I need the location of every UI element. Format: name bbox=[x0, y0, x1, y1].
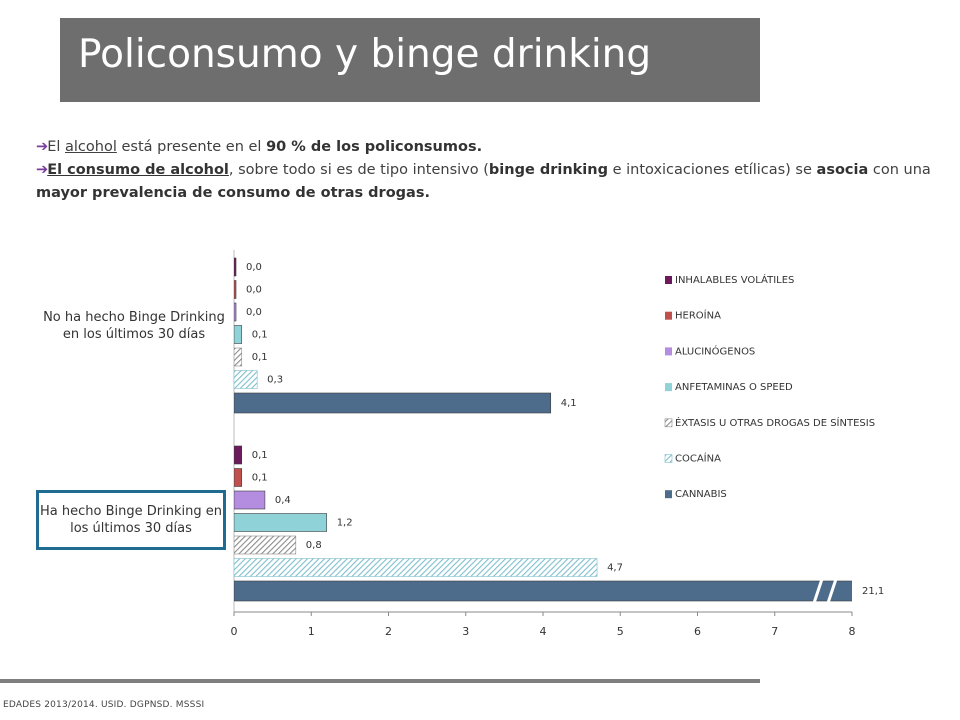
x-tick-label: 5 bbox=[617, 625, 624, 638]
x-tick-label: 8 bbox=[849, 625, 856, 638]
bar bbox=[234, 535, 297, 555]
footer-line bbox=[0, 679, 760, 683]
legend-swatch bbox=[665, 347, 672, 356]
text-run: asocia bbox=[816, 162, 869, 178]
bars bbox=[234, 257, 852, 602]
bullet-icon: ➔ bbox=[36, 139, 54, 155]
bar bbox=[234, 347, 243, 367]
axis-break bbox=[826, 578, 838, 604]
value-label: 0,1 bbox=[252, 352, 268, 363]
text-run: e intoxicaciones etílicas) se bbox=[607, 162, 817, 178]
text-run: , sobre todo si es de tipo intensivo ( bbox=[228, 162, 489, 178]
text-run: El consumo de alcohol bbox=[47, 162, 229, 178]
value-label: 0,0 bbox=[246, 285, 262, 296]
value-label: 0,0 bbox=[246, 262, 262, 273]
legend-label: INHALABLES VOLÁTILES bbox=[675, 273, 794, 286]
text-run: binge drinking bbox=[488, 162, 608, 178]
category-label: No ha hecho Binge Drinking en los último… bbox=[43, 310, 225, 342]
bar bbox=[234, 513, 327, 532]
bullet-icon: ➔ bbox=[36, 162, 54, 178]
legend-swatch bbox=[664, 454, 673, 463]
value-label: 0,8 bbox=[306, 540, 322, 551]
value-label: 4,1 bbox=[561, 398, 577, 409]
legend-swatch bbox=[665, 311, 672, 320]
bar bbox=[234, 280, 237, 299]
text-run: con una bbox=[868, 162, 931, 178]
value-label: 0,3 bbox=[267, 375, 283, 386]
legend-label: COCAÍNA bbox=[675, 452, 721, 465]
legend-swatch bbox=[665, 490, 672, 499]
value-label: 0,1 bbox=[252, 473, 268, 484]
bar bbox=[234, 445, 243, 465]
legend-label: CANNABIS bbox=[675, 489, 727, 500]
legend-label: ALUCINÓGENOS bbox=[675, 344, 755, 357]
value-label: 0,1 bbox=[252, 450, 268, 461]
axis-break bbox=[812, 578, 824, 604]
bar bbox=[234, 392, 552, 414]
title-bar: Policonsumo y binge drinking bbox=[60, 18, 760, 102]
bar bbox=[234, 580, 852, 602]
legend-swatch bbox=[665, 383, 672, 392]
x-tick-label: 4 bbox=[540, 625, 547, 638]
text-run: alcohol bbox=[65, 139, 117, 155]
legend-swatch bbox=[664, 418, 673, 428]
slide-title: Policonsumo y binge drinking bbox=[78, 32, 652, 77]
x-tick-label: 7 bbox=[771, 625, 778, 638]
x-tick-label: 3 bbox=[462, 625, 469, 638]
text-run: mayor prevalencia de consumo de otras dr… bbox=[36, 185, 430, 201]
x-tick-label: 0 bbox=[231, 625, 238, 638]
text-run: El bbox=[47, 139, 66, 155]
legend-swatch bbox=[665, 276, 672, 284]
bullet: ➔ El consumo de alcohol, sobre todo si e… bbox=[36, 159, 936, 205]
category-label-highlighted: Ha hecho Binge Drinking en los últimos 3… bbox=[36, 490, 226, 550]
value-label: 1,2 bbox=[337, 518, 353, 529]
bullet: ➔ El alcohol está presente en el 90 % de… bbox=[36, 136, 936, 159]
source-note: EDADES 2013/2014. USID. DGPNSD. MSSSI bbox=[3, 700, 205, 710]
bar bbox=[234, 558, 598, 577]
value-label: 0,1 bbox=[252, 330, 268, 341]
x-tick-label: 2 bbox=[385, 625, 392, 638]
value-label: 0,4 bbox=[275, 495, 291, 506]
text-run: está presente en el bbox=[116, 139, 267, 155]
bar bbox=[234, 490, 266, 510]
bullet-list: ➔ El alcohol está presente en el 90 % de… bbox=[36, 136, 936, 205]
x-tick-label: 1 bbox=[308, 625, 315, 638]
bar bbox=[234, 468, 243, 487]
bar bbox=[234, 370, 258, 389]
bar bbox=[234, 325, 243, 344]
text-run: 90 % de los policonsumos. bbox=[266, 139, 483, 155]
legend-label: ÉXTASIS U OTRAS DROGAS DE SÍNTESIS bbox=[675, 416, 875, 429]
bar bbox=[234, 302, 237, 322]
value-label: 0,0 bbox=[246, 307, 262, 318]
category-label: Ha hecho Binge Drinking en los últimos 3… bbox=[40, 504, 222, 536]
legend-label: ANFETAMINAS O SPEED bbox=[675, 382, 793, 393]
value-label: 4,7 bbox=[607, 563, 623, 574]
value-label: 21,1 bbox=[862, 586, 884, 597]
legend-label: HEROÍNA bbox=[675, 309, 721, 322]
x-tick-label: 6 bbox=[694, 625, 701, 638]
bar bbox=[234, 257, 237, 277]
